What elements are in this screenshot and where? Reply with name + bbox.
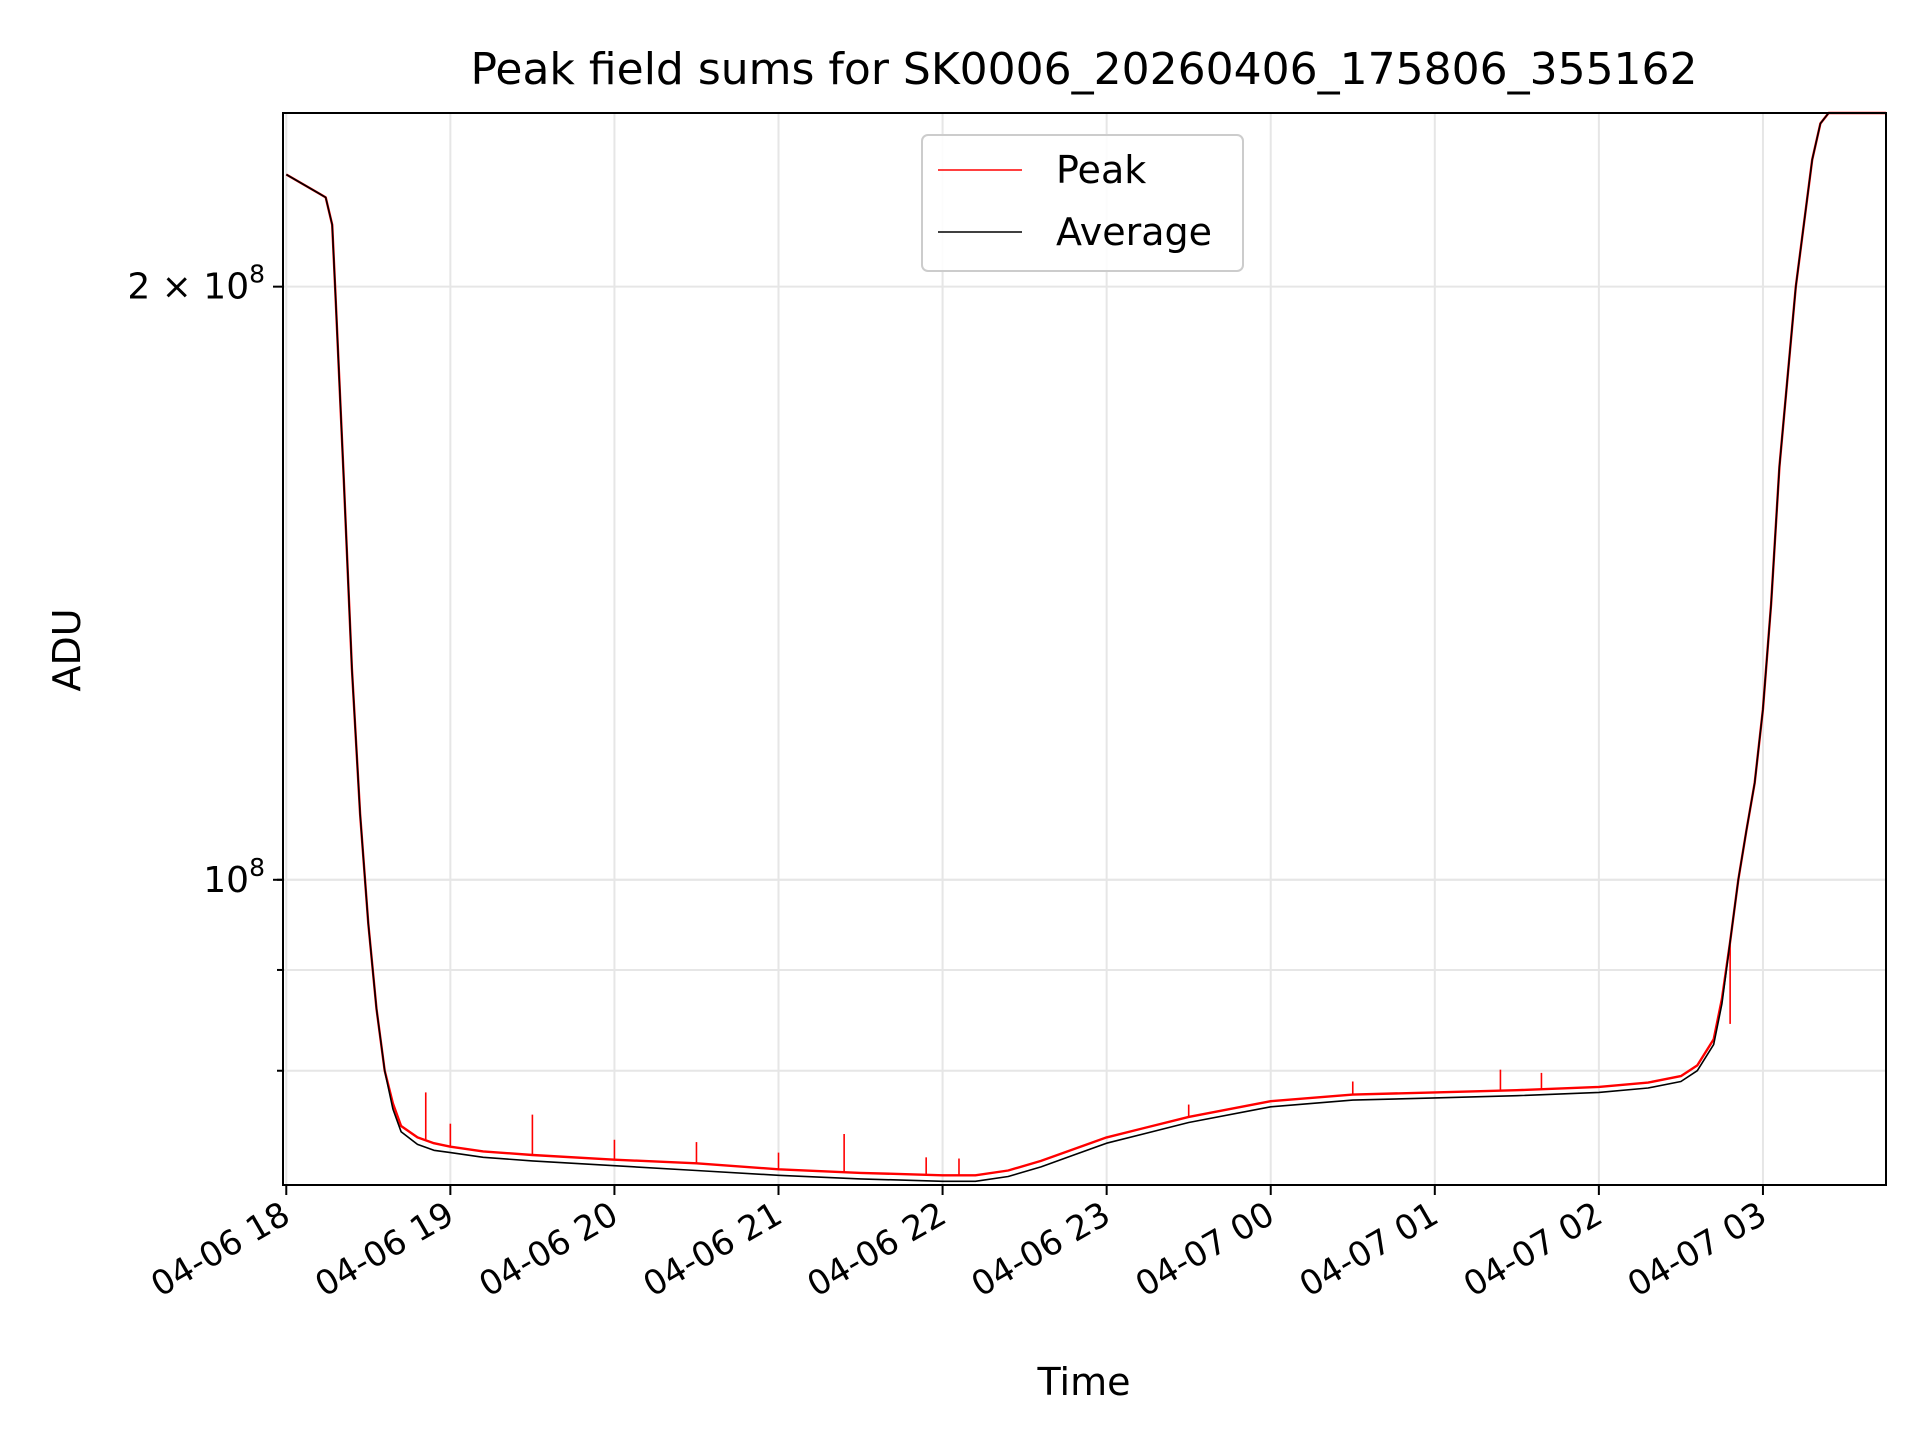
y-tick-label: 108	[203, 853, 265, 901]
y-tick-label: 2 × 108	[127, 260, 265, 308]
legend: Peak Average	[921, 134, 1244, 272]
plot-frame	[282, 112, 1887, 1186]
series-line-average	[285, 112, 1886, 1183]
series-layer	[285, 111, 1886, 1183]
legend-label-average: Average	[1056, 210, 1212, 254]
grid-layer	[283, 113, 1886, 1185]
legend-label-peak: Peak	[1056, 148, 1146, 192]
y-axis-label: ADU	[45, 608, 89, 691]
series-average	[285, 112, 1886, 1183]
legend-box	[921, 134, 1244, 272]
chart-title: Peak field sums for SK0006_20260406_1758…	[470, 44, 1697, 95]
x-axis-label: Time	[1037, 1360, 1131, 1404]
